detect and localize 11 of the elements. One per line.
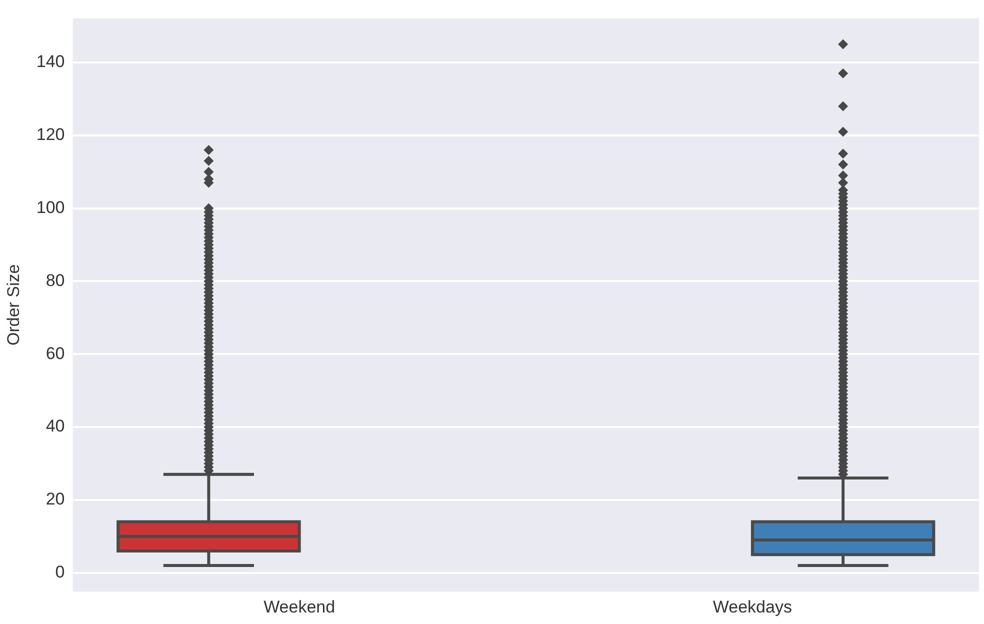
y-tick-label: 100 (36, 198, 65, 217)
y-tick-label: 40 (46, 416, 65, 436)
y-tick-label: 140 (36, 52, 65, 72)
x-tick-label: Weekdays (712, 597, 792, 616)
y-tick-label: 60 (46, 344, 65, 363)
y-tick-label: 80 (46, 270, 65, 290)
y-tick-label: 0 (55, 562, 65, 582)
x-tick-label: Weekend (264, 597, 336, 616)
y-tick-label: 120 (36, 125, 65, 144)
y-axis-title: Order Size (4, 264, 23, 346)
y-tick-label: 20 (46, 490, 65, 509)
